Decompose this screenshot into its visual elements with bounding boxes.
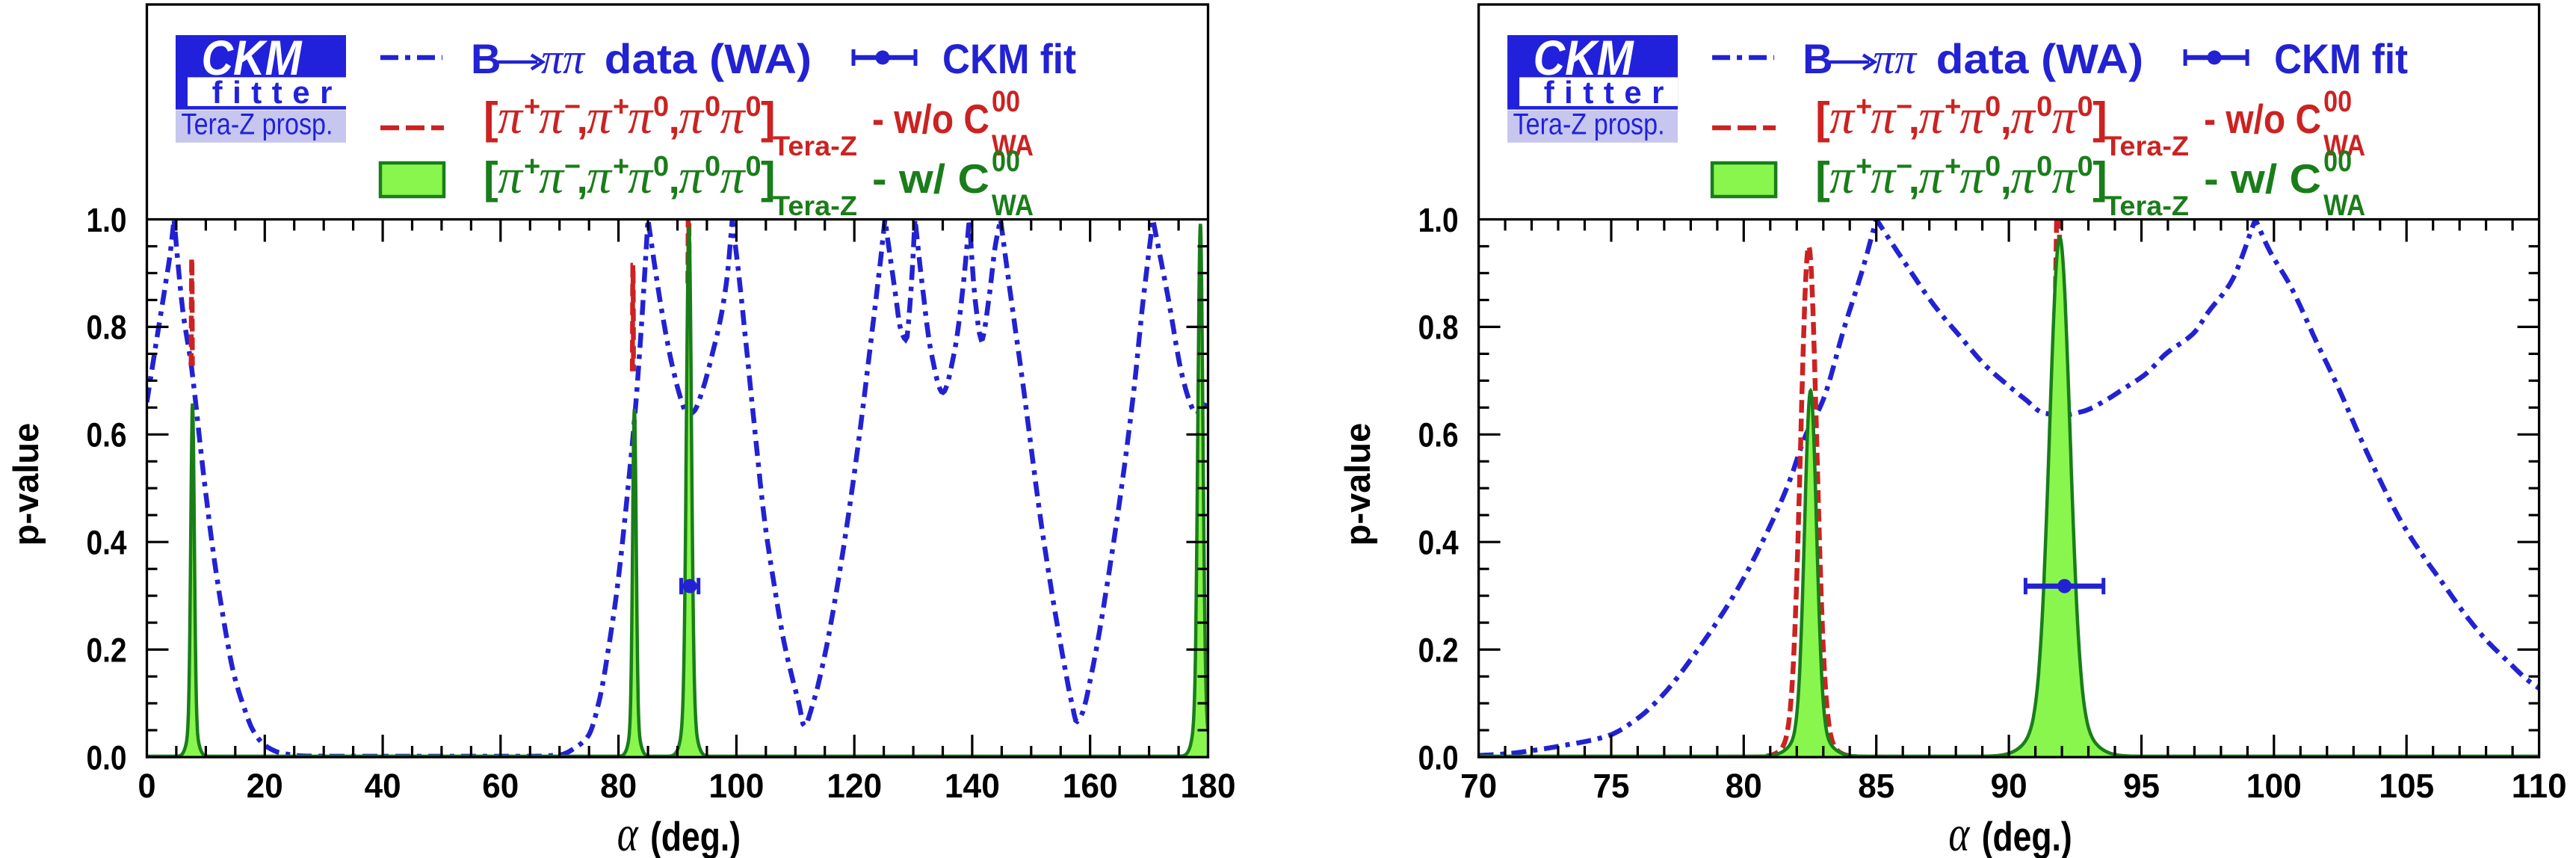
svg-text:Tera-Z: Tera-Z bbox=[773, 191, 857, 221]
svg-text:75: 75 bbox=[1593, 767, 1630, 805]
svg-text:Tera-Z: Tera-Z bbox=[2104, 131, 2189, 161]
svg-text:(deg.): (deg.) bbox=[1982, 813, 2072, 858]
svg-text:00: 00 bbox=[992, 145, 1020, 178]
svg-text:WA: WA bbox=[992, 129, 1034, 162]
svg-text:(deg.): (deg.) bbox=[650, 813, 741, 858]
svg-text:100: 100 bbox=[708, 767, 764, 805]
svg-text:CKM fit: CKM fit bbox=[2274, 35, 2408, 82]
svg-text:0.6: 0.6 bbox=[87, 416, 127, 454]
svg-text:80: 80 bbox=[600, 767, 637, 805]
svg-text:CKM: CKM bbox=[202, 30, 303, 85]
svg-text:0.4: 0.4 bbox=[1418, 524, 1459, 562]
svg-text:α: α bbox=[1948, 805, 1970, 858]
svg-text:0.4: 0.4 bbox=[87, 524, 127, 562]
svg-text:0.0: 0.0 bbox=[87, 738, 127, 777]
svg-text:[π+π−,π+π0,π0π0]: [π+π−,π+π0,π0π0] bbox=[484, 90, 776, 144]
svg-text:WA: WA bbox=[2323, 189, 2365, 222]
svg-text:[π+π−,π+π0,π0π0]: [π+π−,π+π0,π0π0] bbox=[484, 149, 776, 204]
svg-text:CKM: CKM bbox=[1533, 30, 1635, 85]
svg-text:α: α bbox=[617, 805, 639, 858]
svg-text:100: 100 bbox=[2246, 767, 2302, 805]
svg-text:160: 160 bbox=[1063, 767, 1118, 805]
svg-text:WA: WA bbox=[992, 189, 1034, 222]
svg-text:data (WA): data (WA) bbox=[1924, 35, 2143, 82]
svg-text:90: 90 bbox=[1991, 767, 2027, 805]
svg-text:20: 20 bbox=[247, 767, 283, 805]
svg-text:0.2: 0.2 bbox=[87, 631, 127, 669]
svg-text:WA: WA bbox=[2323, 129, 2365, 162]
svg-text:- w/ C: - w/ C bbox=[872, 155, 989, 202]
svg-text:Tera-Z: Tera-Z bbox=[2104, 191, 2189, 221]
svg-text:120: 120 bbox=[827, 767, 882, 805]
svg-text:Tera-Z prosp.: Tera-Z prosp. bbox=[182, 108, 333, 141]
svg-text:40: 40 bbox=[365, 767, 401, 805]
svg-text:Tera-Z prosp.: Tera-Z prosp. bbox=[1513, 108, 1665, 141]
svg-text:1.0: 1.0 bbox=[1418, 201, 1459, 239]
svg-text:00: 00 bbox=[992, 85, 1020, 118]
svg-text:CKM fit: CKM fit bbox=[942, 35, 1076, 82]
svg-text:[π+π−,π+π0,π0π0]: [π+π−,π+π0,π0π0] bbox=[1815, 90, 2107, 144]
svg-text:Tera-Z: Tera-Z bbox=[773, 131, 857, 161]
svg-text:85: 85 bbox=[1858, 767, 1894, 805]
svg-text:140: 140 bbox=[945, 767, 1000, 805]
svg-text:1.0: 1.0 bbox=[87, 201, 127, 239]
svg-text:60: 60 bbox=[482, 767, 519, 805]
svg-text:Bππ: Bππ bbox=[471, 34, 586, 83]
svg-text:0.8: 0.8 bbox=[1418, 309, 1459, 347]
svg-text:70: 70 bbox=[1460, 767, 1497, 805]
svg-text:Bππ: Bππ bbox=[1803, 34, 1918, 83]
svg-text:0.0: 0.0 bbox=[1418, 738, 1459, 777]
svg-text:- w/ C: - w/ C bbox=[2204, 155, 2321, 202]
svg-text:fitter: fitter bbox=[212, 75, 342, 110]
svg-text:80: 80 bbox=[1726, 767, 1762, 805]
svg-text:105: 105 bbox=[2379, 767, 2434, 805]
svg-text:p-value: p-value bbox=[6, 423, 46, 546]
svg-text:p-value: p-value bbox=[1338, 423, 1377, 546]
svg-text:00: 00 bbox=[2323, 85, 2352, 118]
svg-text:[π+π−,π+π0,π0π0]: [π+π−,π+π0,π0π0] bbox=[1815, 149, 2107, 204]
svg-text:- w/o C: - w/o C bbox=[2204, 96, 2321, 142]
svg-text:0.2: 0.2 bbox=[1418, 631, 1459, 669]
svg-text:data (WA): data (WA) bbox=[592, 35, 812, 82]
svg-text:0.6: 0.6 bbox=[1418, 416, 1459, 454]
svg-text:95: 95 bbox=[2123, 767, 2160, 805]
svg-text:fitter: fitter bbox=[1544, 75, 1674, 110]
svg-text:- w/o C: - w/o C bbox=[872, 96, 989, 142]
svg-text:0.8: 0.8 bbox=[87, 309, 127, 347]
svg-text:0: 0 bbox=[138, 767, 156, 805]
svg-text:00: 00 bbox=[2323, 145, 2352, 178]
svg-text:110: 110 bbox=[2512, 767, 2567, 805]
svg-text:180: 180 bbox=[1181, 767, 1236, 805]
